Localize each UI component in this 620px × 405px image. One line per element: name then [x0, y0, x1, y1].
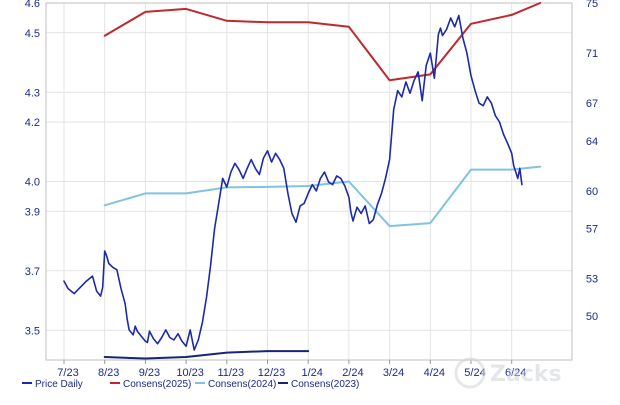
series-line-price-daily	[63, 14, 523, 351]
right-tick-label: 53	[586, 274, 598, 286]
x-tick-label: 7/23	[57, 367, 78, 379]
left-tick-label: 4.2	[25, 117, 40, 129]
x-tick-label: 2/24	[342, 367, 363, 379]
legend-label: Consens(2025)	[123, 379, 191, 390]
right-tick-label: 57	[586, 223, 598, 235]
legend: Price Daily Consens(2025) Consens(2024) Con…	[22, 379, 359, 390]
left-tick-label: 3.7	[25, 266, 40, 278]
left-tick-label: 4.0	[25, 177, 40, 189]
left-tick-label: 4.3	[25, 87, 40, 99]
right-tick-label: 64	[586, 136, 598, 148]
right-tick-label: 60	[586, 186, 598, 198]
x-tick-label: 10/23	[176, 367, 204, 379]
right-tick-label: 71	[586, 48, 598, 60]
left-tick-label: 3.5	[25, 325, 40, 337]
legend-label: Consens(2023)	[291, 379, 359, 390]
left-tick-label: 3.9	[25, 206, 40, 218]
watermark: Zacks	[454, 357, 562, 389]
right-tick-label: 67	[586, 98, 598, 110]
x-tick-label: 11/23	[217, 367, 244, 379]
left-tick-label: 4.6	[25, 0, 40, 10]
series-line-consens-2023	[103, 350, 310, 360]
x-tick-label: 9/23	[139, 367, 160, 379]
axis-labels: 4.6 4.5 4.3 4.2 4.0 3.9 3.7 3.5 75 71 67 64 60 57 53 50…	[25, 0, 598, 379]
x-tick-label: 6/24	[505, 367, 526, 379]
legend-label: Price Daily	[35, 379, 83, 390]
plot-frame	[45, 2, 573, 361]
x-tick-label: 8/23	[98, 367, 119, 379]
left-tick-label: 4.5	[25, 28, 40, 40]
legend-label: Consens(2024)	[208, 379, 276, 390]
x-tick-label: 5/24	[464, 367, 485, 379]
x-tick-label: 1/24	[301, 367, 322, 379]
series-group	[63, 2, 542, 360]
x-tick-label: 12/23	[258, 367, 286, 379]
series-line-consens-2024	[103, 165, 542, 228]
right-tick-label: 75	[586, 0, 598, 10]
series-line-consens-2025	[103, 2, 542, 82]
x-tick-label: 4/24	[424, 367, 445, 379]
plot-border	[45, 2, 573, 361]
watermark-text: Zacks	[490, 362, 562, 387]
x-tick-label: 3/24	[383, 367, 404, 379]
right-tick-label: 50	[586, 311, 598, 323]
watermark-logo	[454, 357, 486, 389]
grid	[46, 2, 572, 360]
